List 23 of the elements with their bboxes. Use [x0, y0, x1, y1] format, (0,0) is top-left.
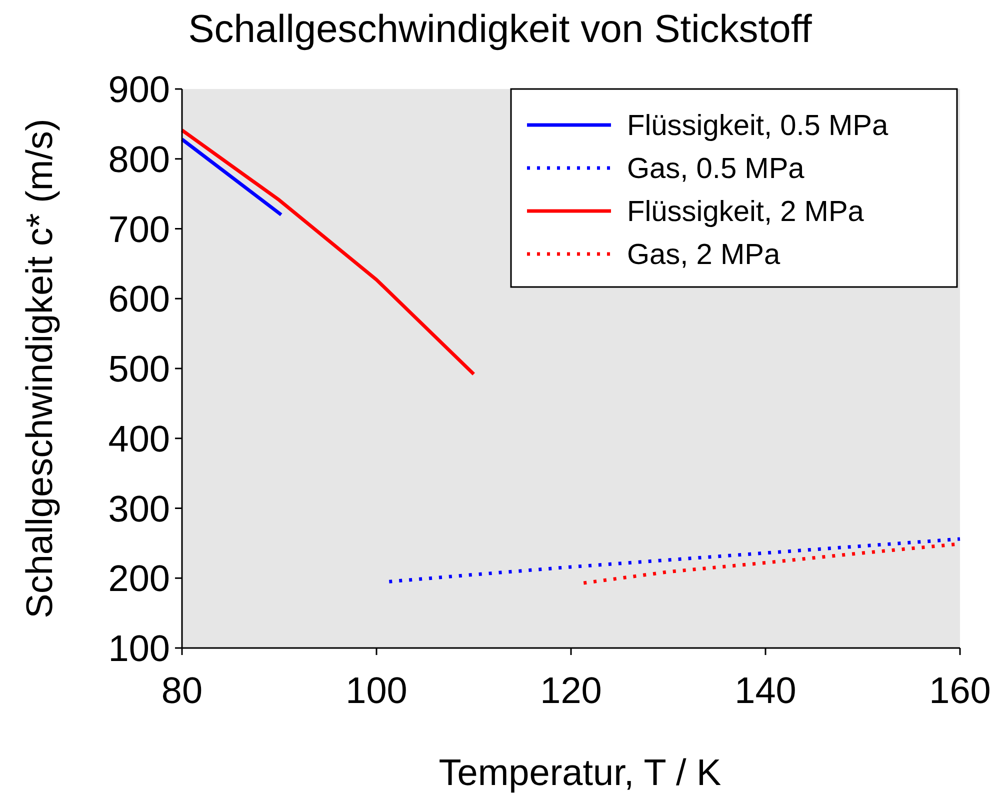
y-axis-title: Schallgeschwindigkeit c* (m/s): [19, 118, 60, 618]
chart-title: Schallgeschwindigkeit von Stickstoff: [188, 8, 812, 51]
y-tick-label: 700: [108, 208, 170, 250]
y-tick-label: 800: [108, 138, 170, 180]
x-tick-label: 80: [161, 670, 203, 711]
x-tick-label: 120: [540, 670, 602, 711]
legend-label: Flüssigkeit, 2 MPa: [627, 196, 865, 228]
legend-label: Gas, 2 MPa: [627, 239, 781, 271]
y-tick-label: 600: [108, 278, 170, 320]
x-tick-label: 160: [929, 670, 991, 711]
x-tick-label: 100: [346, 670, 408, 711]
legend-label: Gas, 0.5 MPa: [627, 153, 806, 185]
line-series: [180, 128, 476, 376]
x-axis-title: Temperatur, T / K: [438, 752, 722, 793]
y-tick-label: 100: [108, 628, 170, 669]
y-tick-label: 900: [108, 69, 170, 110]
y-tick-label: 300: [108, 488, 170, 530]
y-tick-label: 400: [108, 418, 170, 460]
x-tick-label: 140: [734, 670, 796, 711]
y-tick-label: 500: [108, 348, 170, 390]
line-series: [387, 537, 962, 584]
legend-label: Flüssigkeit, 0.5 MPa: [627, 110, 889, 142]
y-tick-label: 200: [108, 558, 170, 600]
